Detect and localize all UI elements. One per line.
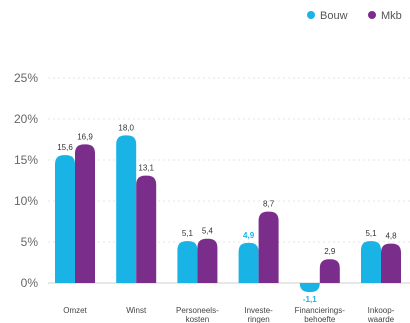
data-label: 8,7 <box>263 200 275 209</box>
y-tick-label: 0% <box>21 276 39 290</box>
gridlines <box>48 77 410 284</box>
data-label: 13,1 <box>138 164 154 173</box>
legend-swatch-bouw <box>307 11 315 19</box>
data-label: 4,8 <box>385 232 397 241</box>
data-label: 5,4 <box>202 227 214 236</box>
bar-mkb-0 <box>75 144 95 283</box>
legend-label-mkb: Mkb <box>381 10 402 22</box>
data-label: 15,6 <box>57 143 73 152</box>
bar-bouw-3 <box>238 242 259 283</box>
data-label: 5,1 <box>365 229 377 238</box>
data-label: 4,9 <box>243 231 255 240</box>
legend: Bouw Mkb <box>307 10 402 22</box>
x-category-label: Omzet <box>63 306 87 315</box>
data-label: 5,1 <box>182 229 194 238</box>
bar-mkb-1 <box>136 175 157 283</box>
bar-mkb-2 <box>197 238 218 283</box>
y-tick-label: 5% <box>21 235 39 249</box>
legend-label-bouw: Bouw <box>320 10 348 22</box>
bar-mkb-4 <box>319 259 340 283</box>
bar-bouw-2 <box>177 241 198 283</box>
data-label: 2,9 <box>324 247 336 256</box>
bar-bouw-4 <box>299 283 320 293</box>
data-label: 18,0 <box>118 123 134 132</box>
y-axis: 0% 5% 10% 15% 20% 25% <box>14 71 38 290</box>
bar-bouw-1 <box>116 135 137 283</box>
data-label: 16,9 <box>77 132 93 141</box>
x-category-label: Financierings-behoefte <box>295 306 346 323</box>
legend-swatch-mkb <box>368 11 376 19</box>
x-category-label: Personeels-kosten <box>176 306 219 323</box>
data-label: -1,1 <box>303 295 317 304</box>
x-category-label: Inkoop-waarde <box>367 306 395 323</box>
x-category-label: Winst <box>126 306 147 315</box>
bar-mkb-3 <box>258 211 279 283</box>
y-tick-label: 25% <box>14 71 38 85</box>
y-tick-label: 10% <box>14 194 38 208</box>
x-category-label: Investe-ringen <box>244 306 273 323</box>
y-tick-label: 20% <box>14 112 38 126</box>
bars <box>55 135 401 293</box>
bar-bouw-5 <box>361 241 381 283</box>
bar-bouw-0 <box>55 155 75 283</box>
data-labels: 15,6 16,9 18,0 13,1 5,1 5,4 4,9 8,7 -1,1 2,9 5,1 4,… <box>57 123 397 304</box>
bar-mkb-5 <box>381 243 401 283</box>
x-axis: Omzet Winst Personeels-kosten Investe-ringe… <box>63 306 394 323</box>
y-tick-label: 15% <box>14 153 38 167</box>
